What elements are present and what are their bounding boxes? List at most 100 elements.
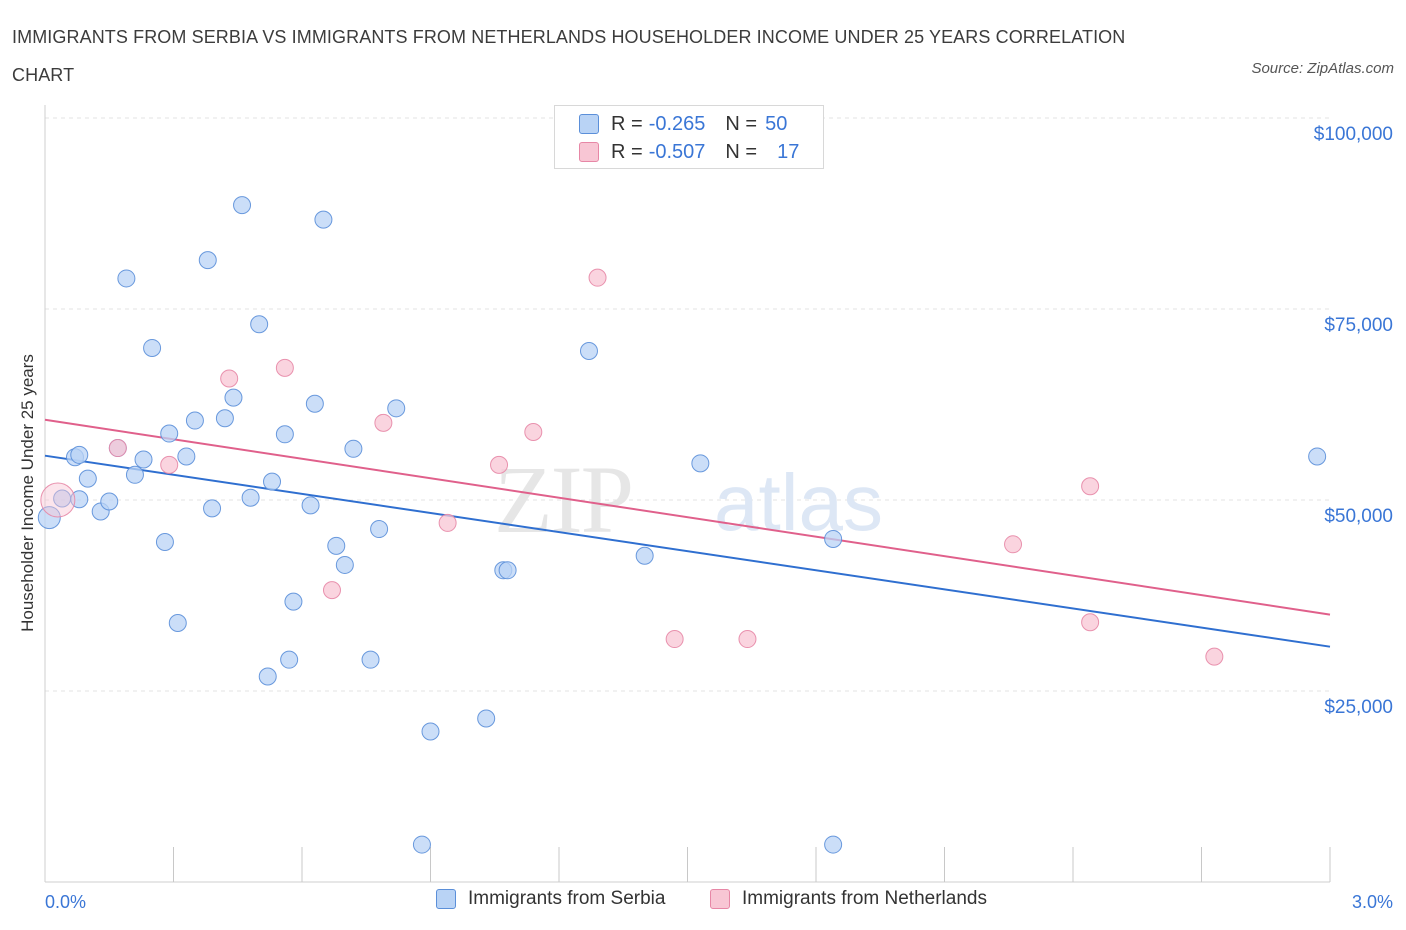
serbia-point xyxy=(258,667,277,686)
legend-row-netherlands: R = -0.507 N = 17 xyxy=(579,140,799,164)
serbia-point xyxy=(100,492,119,511)
serbia-point xyxy=(198,251,217,270)
serbia-point xyxy=(168,614,187,633)
legend-label-serbia: Immigrants from Serbia xyxy=(468,888,666,909)
serbia-point xyxy=(233,196,252,215)
serbia-point xyxy=(70,490,89,509)
serbia-point xyxy=(70,445,89,464)
netherlands-point xyxy=(438,513,457,532)
watermark-zip: ZIP xyxy=(494,446,632,553)
y-tick-labels: $25,000 $50,000 $75,000 $100,000 xyxy=(1314,124,1393,718)
serbia-point xyxy=(387,399,406,418)
y-tick-label: $100,000 xyxy=(1314,124,1393,145)
serbia-point xyxy=(361,650,380,669)
netherlands-point xyxy=(1081,613,1100,632)
serbia-n-value: 50 xyxy=(765,112,788,135)
netherlands-point xyxy=(160,455,179,474)
serbia-point xyxy=(344,439,363,458)
netherlands-point xyxy=(490,455,509,474)
serbia-point xyxy=(421,722,440,741)
trend-line xyxy=(44,418,1331,616)
netherlands-r-value: -0.507 xyxy=(648,140,706,163)
serbia-point xyxy=(215,409,234,428)
serbia-point xyxy=(314,210,333,229)
serbia-point xyxy=(284,592,303,611)
netherlands-point xyxy=(108,439,127,458)
netherlands-n-value: 17 xyxy=(777,140,800,163)
serbia-point xyxy=(412,835,431,854)
serbia-point xyxy=(1308,447,1327,466)
n-label: N = xyxy=(725,112,758,135)
serbia-point xyxy=(579,342,598,361)
legend-item-serbia: Immigrants from Serbia xyxy=(436,888,665,910)
serbia-point xyxy=(327,536,346,555)
series-legend: Immigrants from Serbia Immigrants from N… xyxy=(0,888,1406,916)
watermark-atlas: atlas xyxy=(714,458,883,547)
netherlands-point xyxy=(220,369,239,388)
r-label: R = xyxy=(611,112,643,135)
y-tick-label: $50,000 xyxy=(1324,506,1393,527)
netherlands-point xyxy=(1081,477,1100,496)
watermark: ZIP atlas xyxy=(494,446,883,553)
chart-title: IMMIGRANTS FROM SERBIA VS IMMIGRANTS FRO… xyxy=(12,27,1126,85)
legend-label-netherlands: Immigrants from Netherlands xyxy=(742,888,987,909)
serbia-point xyxy=(305,394,324,413)
trend-lines xyxy=(44,418,1331,648)
netherlands-swatch xyxy=(710,889,730,909)
x-tick-label: 0.0% xyxy=(45,892,86,912)
x-tick-label: 3.0% xyxy=(1352,892,1393,912)
serbia-point xyxy=(498,561,517,580)
serbia-point xyxy=(370,520,389,539)
serbia-point xyxy=(263,472,282,491)
serbia-point xyxy=(635,546,654,565)
n-label: N = xyxy=(725,140,758,163)
serbia-point xyxy=(241,488,260,507)
serbia-point xyxy=(78,469,97,488)
serbia-swatch xyxy=(436,889,456,909)
serbia-point xyxy=(275,425,294,444)
serbia-point xyxy=(37,506,61,530)
x-tick-labels: 0.0% 3.0% xyxy=(45,892,1393,912)
netherlands-point xyxy=(374,413,393,432)
serbia-point xyxy=(824,529,843,548)
y-tick-label: $75,000 xyxy=(1324,315,1393,336)
serbia-point xyxy=(160,424,179,443)
serbia-point xyxy=(250,315,269,334)
serbia-point xyxy=(134,450,153,469)
serbia-point xyxy=(301,496,320,515)
serbia-point xyxy=(203,499,222,518)
serbia-r-value: -0.265 xyxy=(648,112,706,135)
serbia-point xyxy=(177,447,196,466)
netherlands-point xyxy=(524,423,543,442)
netherlands-point xyxy=(322,581,341,600)
serbia-point xyxy=(477,709,496,728)
serbia-point xyxy=(280,650,299,669)
serbia-point xyxy=(691,454,710,473)
r-label: R = xyxy=(611,140,643,163)
legend-row-serbia: R = -0.265 N = 50 xyxy=(579,112,787,136)
netherlands-point xyxy=(588,268,607,287)
legend-item-netherlands: Immigrants from Netherlands xyxy=(710,888,987,910)
serbia-point xyxy=(117,269,136,288)
data-points xyxy=(37,196,1327,854)
netherlands-point xyxy=(1205,647,1224,666)
serbia-point xyxy=(335,555,354,574)
source-label: Source: ZipAtlas.com xyxy=(1251,60,1394,77)
correlation-legend: R = -0.265 N = 50 R = -0.507 N = 17 xyxy=(554,105,824,169)
serbia-point xyxy=(125,465,144,484)
netherlands-point xyxy=(1004,535,1023,554)
trend-line xyxy=(44,454,1331,648)
y-tick-label: $25,000 xyxy=(1324,697,1393,718)
netherlands-point xyxy=(665,630,684,649)
netherlands-swatch xyxy=(579,142,599,162)
axes xyxy=(44,105,1331,883)
netherlands-point xyxy=(275,358,294,377)
serbia-point xyxy=(185,411,204,430)
serbia-point xyxy=(155,533,174,552)
serbia-point xyxy=(224,388,243,407)
netherlands-point xyxy=(40,482,76,518)
serbia-point xyxy=(824,835,843,854)
netherlands-point xyxy=(738,630,757,649)
serbia-point xyxy=(143,338,162,357)
